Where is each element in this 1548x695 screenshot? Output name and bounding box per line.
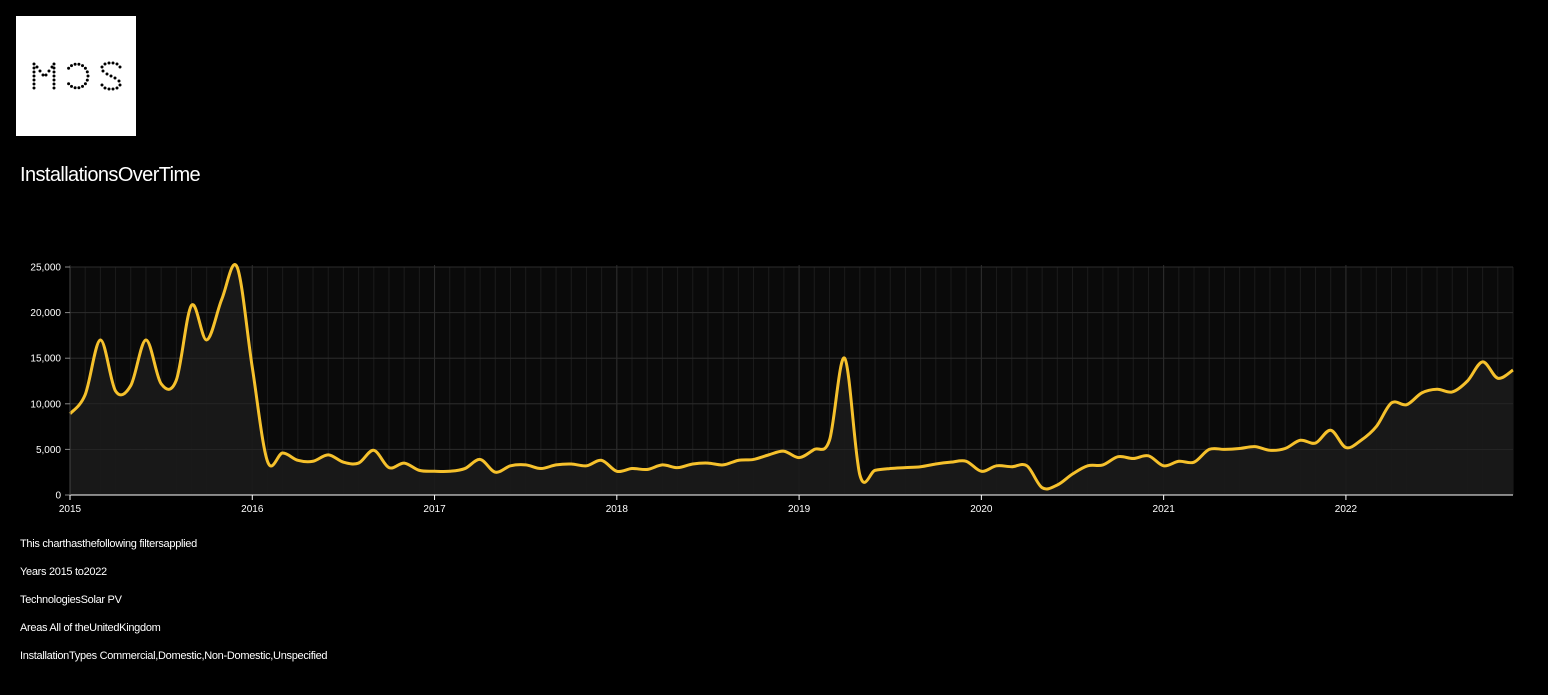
x-tick-label: 2018 (606, 504, 629, 515)
filter-technologies: TechnologiesSolar PV (20, 594, 122, 606)
series-area (70, 264, 1513, 495)
filter-years: Years 2015 to2022 (20, 566, 107, 578)
x-tick-label: 2015 (59, 504, 82, 515)
series-line (68, 263, 1514, 491)
y-tick-label: 10,000 (30, 399, 61, 410)
filter-installation-types: InstallationTypes Commercial,Domestic,No… (20, 650, 328, 662)
y-tick-label: 25,000 (30, 263, 61, 274)
y-tick-label: 5,000 (36, 445, 61, 456)
mcs-logo (16, 16, 136, 136)
x-tick-label: 2022 (1335, 504, 1358, 515)
y-tick-label: 0 (55, 491, 61, 502)
filter-areas: Areas All of theUnitedKingdom (20, 622, 161, 634)
filters-intro: This charthasthefollowing filtersapplied (20, 538, 197, 550)
x-tick-label: 2017 (423, 504, 446, 515)
x-tick-label: 2016 (241, 504, 264, 515)
page-title: InstallationsOverTime (20, 164, 201, 186)
y-tick-label: 20,000 (30, 308, 61, 319)
x-tick-label: 2021 (1153, 504, 1176, 515)
x-tick-label: 2020 (970, 504, 993, 515)
y-tick-label: 15,000 (30, 354, 61, 365)
mcs-logo-mark (32, 61, 122, 91)
installations-chart: 0 5,000 10,000 15,000 20,000 25,000 2015 2016 20… (30, 263, 1514, 515)
x-tick-label: 2019 (788, 504, 811, 515)
mcs-logo-dots (32, 61, 122, 91)
filters-panel: This charthasthefollowing filtersapplied… (20, 538, 328, 678)
